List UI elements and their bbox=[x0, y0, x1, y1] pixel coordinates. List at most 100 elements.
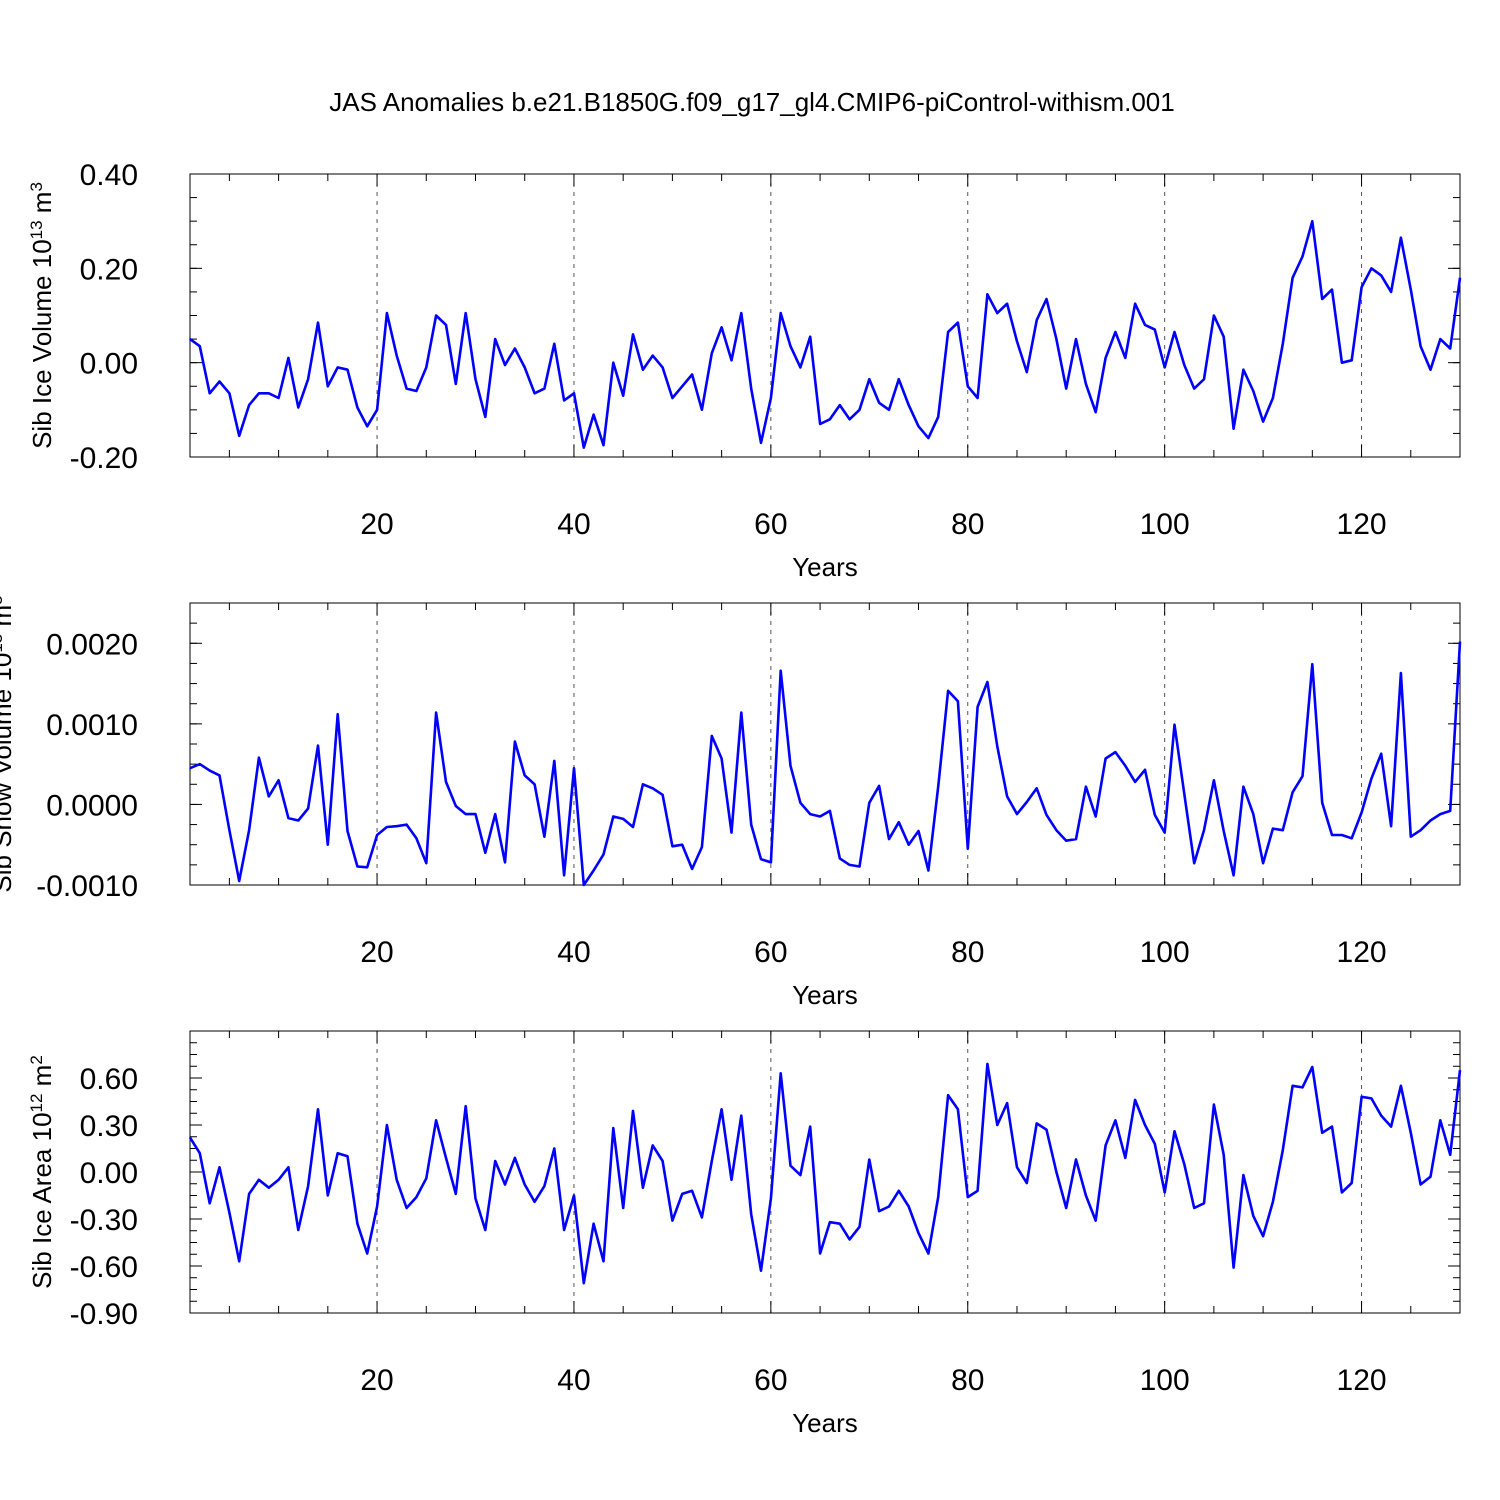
data-point bbox=[829, 1221, 831, 1223]
data-point bbox=[888, 1205, 890, 1208]
x-tick-label: 120 bbox=[1337, 1364, 1387, 1397]
data-point bbox=[248, 829, 250, 832]
data-point bbox=[1439, 1119, 1442, 1122]
data-point bbox=[730, 359, 733, 362]
data-point bbox=[327, 843, 329, 846]
data-point bbox=[317, 1108, 319, 1111]
data-point bbox=[484, 416, 487, 418]
data-point bbox=[1449, 347, 1451, 350]
data-point bbox=[1459, 276, 1461, 279]
data-point bbox=[1232, 1266, 1235, 1269]
plot-frame bbox=[189, 1030, 1461, 1314]
data-point bbox=[1409, 1132, 1412, 1134]
data-point bbox=[986, 1063, 989, 1065]
data-point bbox=[927, 1252, 930, 1255]
data-point bbox=[632, 826, 634, 828]
data-point bbox=[661, 793, 664, 796]
data-point bbox=[966, 385, 969, 388]
data-point bbox=[543, 387, 546, 390]
data-point bbox=[1006, 795, 1008, 798]
data-point bbox=[425, 862, 428, 865]
data-point bbox=[258, 756, 260, 759]
data-point bbox=[563, 874, 565, 877]
data-point bbox=[1291, 276, 1294, 279]
data-point bbox=[474, 1197, 477, 1200]
data-point bbox=[1370, 1097, 1373, 1100]
data-point bbox=[1409, 288, 1412, 291]
data-point bbox=[1163, 366, 1166, 369]
data-point bbox=[602, 444, 605, 447]
data-point bbox=[868, 378, 871, 380]
data-point bbox=[671, 845, 674, 848]
x-tick-label: 100 bbox=[1140, 936, 1190, 969]
data-point bbox=[1065, 387, 1068, 390]
data-point bbox=[760, 1269, 762, 1272]
data-point bbox=[1222, 1153, 1225, 1156]
data-point bbox=[395, 354, 398, 357]
data-point bbox=[957, 321, 959, 324]
data-point bbox=[1291, 791, 1294, 794]
data-point bbox=[336, 366, 339, 369]
data-point bbox=[356, 406, 359, 409]
data-point bbox=[1449, 810, 1451, 812]
y-axis-label-text: Sib Snow Volume 10 bbox=[0, 653, 17, 893]
data-point bbox=[986, 293, 989, 296]
data-point bbox=[848, 418, 851, 421]
data-point bbox=[1439, 338, 1442, 340]
data-point bbox=[1390, 291, 1392, 293]
data-point bbox=[1026, 371, 1028, 373]
data-point bbox=[996, 745, 999, 748]
data-point bbox=[819, 815, 821, 818]
data-point bbox=[464, 312, 467, 314]
y-tick-label: 0.0010 bbox=[46, 709, 138, 742]
data-point bbox=[208, 392, 211, 395]
data-point bbox=[592, 869, 595, 872]
data-point bbox=[1144, 768, 1146, 771]
data-point bbox=[1213, 314, 1215, 317]
data-point bbox=[996, 1124, 999, 1126]
data-point bbox=[1183, 364, 1186, 366]
data-point bbox=[395, 1179, 398, 1181]
data-point bbox=[789, 764, 792, 767]
x-tick-label: 120 bbox=[1337, 508, 1387, 541]
data-point bbox=[267, 392, 270, 395]
data-point bbox=[1144, 1124, 1146, 1126]
data-point bbox=[592, 1222, 595, 1225]
data-point bbox=[582, 1282, 585, 1285]
data-point bbox=[1281, 829, 1284, 832]
y-axis-label-superscript: 13 bbox=[27, 220, 46, 239]
data-point bbox=[464, 813, 467, 815]
data-point bbox=[356, 865, 359, 868]
sib-ice-area-panel: 20 40 60 80 100 120 -0.90 -0.60 -0.30 0.00 0.30 0.6… bbox=[27, 1030, 1462, 1438]
y-tick-label: 0.0000 bbox=[46, 789, 138, 822]
data-point bbox=[1134, 302, 1136, 305]
data-point bbox=[1055, 829, 1058, 832]
data-point bbox=[907, 404, 910, 406]
data-point bbox=[1252, 390, 1255, 392]
data-point bbox=[858, 1226, 861, 1228]
data-point bbox=[533, 1200, 536, 1203]
data-point bbox=[494, 813, 496, 815]
data-point bbox=[1026, 1182, 1028, 1184]
data-point bbox=[1006, 1102, 1008, 1104]
y-axis-label: Sib Ice Area 1012 m2 bbox=[27, 1055, 57, 1289]
data-point bbox=[1035, 1122, 1038, 1125]
data-point bbox=[1419, 345, 1422, 347]
data-point bbox=[208, 769, 211, 772]
data-point bbox=[730, 831, 733, 834]
data-point bbox=[868, 1158, 871, 1161]
data-point bbox=[1016, 340, 1018, 343]
x-tick-label: 20 bbox=[360, 936, 393, 969]
data-point bbox=[947, 1094, 949, 1097]
data-point bbox=[1203, 829, 1205, 832]
data-point bbox=[1016, 1166, 1018, 1169]
data-point bbox=[238, 434, 241, 437]
data-point bbox=[898, 1190, 900, 1192]
data-point bbox=[336, 713, 339, 715]
data-point bbox=[523, 366, 526, 369]
data-point bbox=[366, 866, 369, 869]
data-point bbox=[297, 819, 300, 822]
data-point bbox=[937, 416, 940, 418]
data-point bbox=[415, 1196, 418, 1198]
data-point bbox=[1321, 802, 1323, 804]
